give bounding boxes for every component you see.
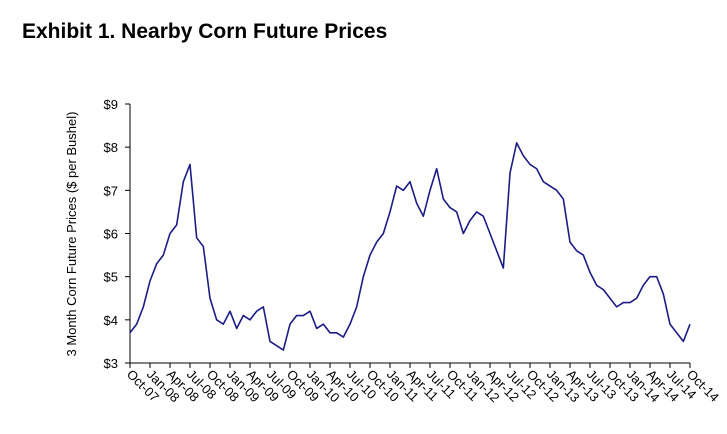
y-tick-label: $6 <box>104 227 118 242</box>
y-tick-label: $4 <box>104 313 118 328</box>
y-tick-label: $8 <box>104 140 118 155</box>
y-tick-label: $5 <box>104 270 118 285</box>
chart-title: Exhibit 1. Nearby Corn Future Prices <box>22 20 387 43</box>
y-tick-label: $9 <box>104 97 118 112</box>
y-tick-label: $3 <box>104 356 118 371</box>
price-line <box>129 142 691 351</box>
y-axis-label: 3 Month Corn Future Prices ($ per Bushel… <box>64 112 79 357</box>
y-tick-label: $7 <box>104 183 118 198</box>
